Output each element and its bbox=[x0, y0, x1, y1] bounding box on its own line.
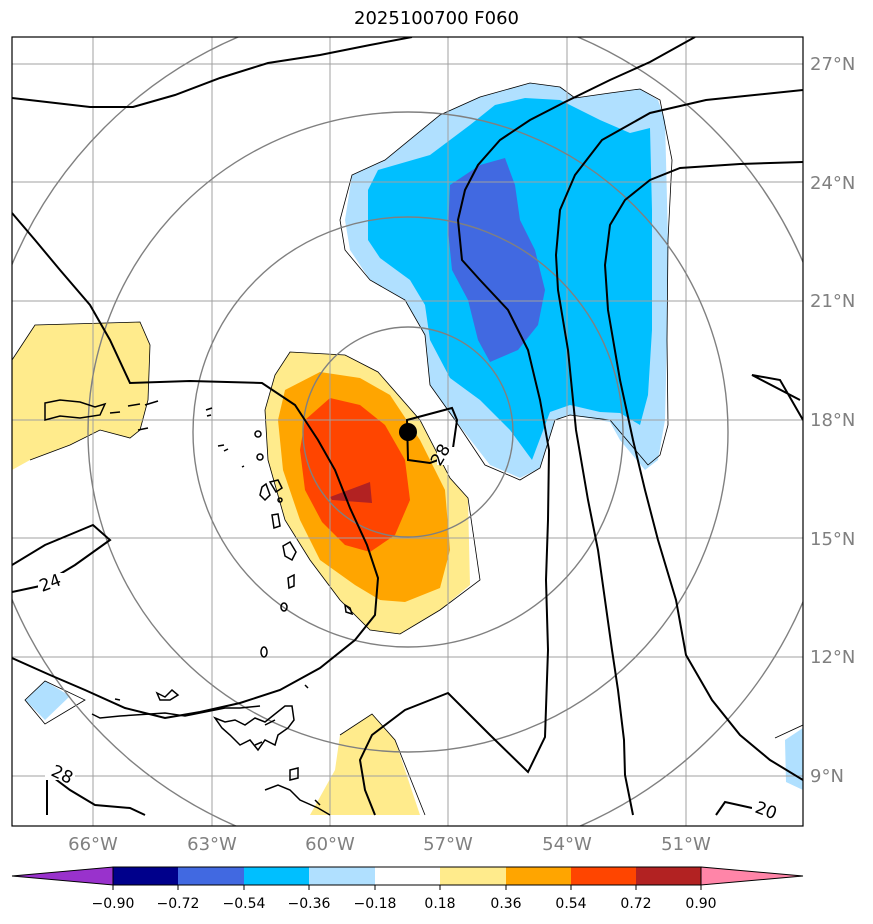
fill-light-blue-sw bbox=[25, 681, 70, 720]
lon-label-66w: 66°W bbox=[68, 834, 118, 855]
fill-light-yellow-south bbox=[310, 714, 420, 815]
map-title: 2025100700 F060 bbox=[354, 8, 519, 29]
latitude-labels: 27°N 24°N 21°N 18°N 15°N 12°N 9°N bbox=[810, 54, 855, 787]
lat-label-24n: 24°N bbox=[810, 173, 855, 194]
map-frame bbox=[11, 36, 804, 827]
lat-label-9n: 9°N bbox=[810, 766, 844, 787]
lon-label-57w: 57°W bbox=[423, 834, 473, 855]
lat-label-21n: 21°N bbox=[810, 291, 855, 312]
colorbar-label-9: 0.72 bbox=[620, 896, 651, 912]
colorbar-label-3: −0.54 bbox=[223, 896, 266, 912]
colorbar-label-8: 0.54 bbox=[555, 896, 586, 912]
colorbar-bin-4 bbox=[309, 867, 375, 885]
colorbar-extend-low bbox=[11, 866, 114, 886]
colorbar-bin-8 bbox=[571, 867, 636, 885]
lat-label-12n: 12°N bbox=[810, 647, 855, 668]
longitude-labels: 66°W 63°W 60°W 57°W 54°W 51°W bbox=[68, 834, 711, 855]
colorbar-label-1: −0.90 bbox=[92, 896, 135, 912]
fill-light-yellow-west bbox=[12, 322, 150, 470]
colorbar-label-6: 0.18 bbox=[424, 896, 455, 912]
lat-label-18n: 18°N bbox=[810, 410, 855, 431]
fill-royal-blue bbox=[448, 158, 545, 362]
lon-label-54w: 54°W bbox=[542, 834, 592, 855]
lat-label-27n: 27°N bbox=[810, 54, 855, 75]
lon-label-51w: 51°W bbox=[661, 834, 711, 855]
coastlines bbox=[44, 399, 354, 816]
colorbar-bin-7 bbox=[506, 867, 571, 885]
colorbar-bin-3 bbox=[244, 867, 309, 885]
colorbar-label-7: 0.36 bbox=[490, 896, 521, 912]
lon-label-60w: 60°W bbox=[305, 834, 355, 855]
positive-anomaly-fill bbox=[12, 322, 470, 815]
fill-red-orange bbox=[300, 398, 410, 552]
range-rings bbox=[12, 37, 803, 826]
storm-center-marker bbox=[399, 423, 417, 441]
colorbar-extend-high bbox=[700, 866, 804, 886]
colorbar-bin-5 bbox=[375, 867, 440, 885]
colorbar-label-10: 0.90 bbox=[685, 896, 716, 912]
thin-contours bbox=[12, 82, 803, 816]
lat-label-15n: 15°N bbox=[810, 529, 855, 550]
map-area: 28 24 28 20 bbox=[12, 37, 803, 826]
colorbar-label-4: −0.36 bbox=[288, 896, 331, 912]
colorbar-label-5: −0.18 bbox=[354, 896, 397, 912]
sst-contours bbox=[12, 37, 803, 816]
colorbar-bin-2 bbox=[178, 867, 244, 885]
colorbar-label-2: −0.72 bbox=[157, 896, 200, 912]
colorbar: −0.90 −0.72 −0.54 −0.36 −0.18 0.18 0.36 … bbox=[11, 866, 804, 912]
colorbar-frame bbox=[112, 866, 702, 886]
colorbar-bin-9 bbox=[636, 867, 701, 885]
fill-dark-red bbox=[330, 482, 372, 503]
colorbar-bin-1 bbox=[113, 867, 178, 885]
fill-light-blue-se bbox=[785, 728, 803, 790]
colorbar-bin-6 bbox=[440, 867, 506, 885]
lon-label-63w: 63°W bbox=[187, 834, 237, 855]
